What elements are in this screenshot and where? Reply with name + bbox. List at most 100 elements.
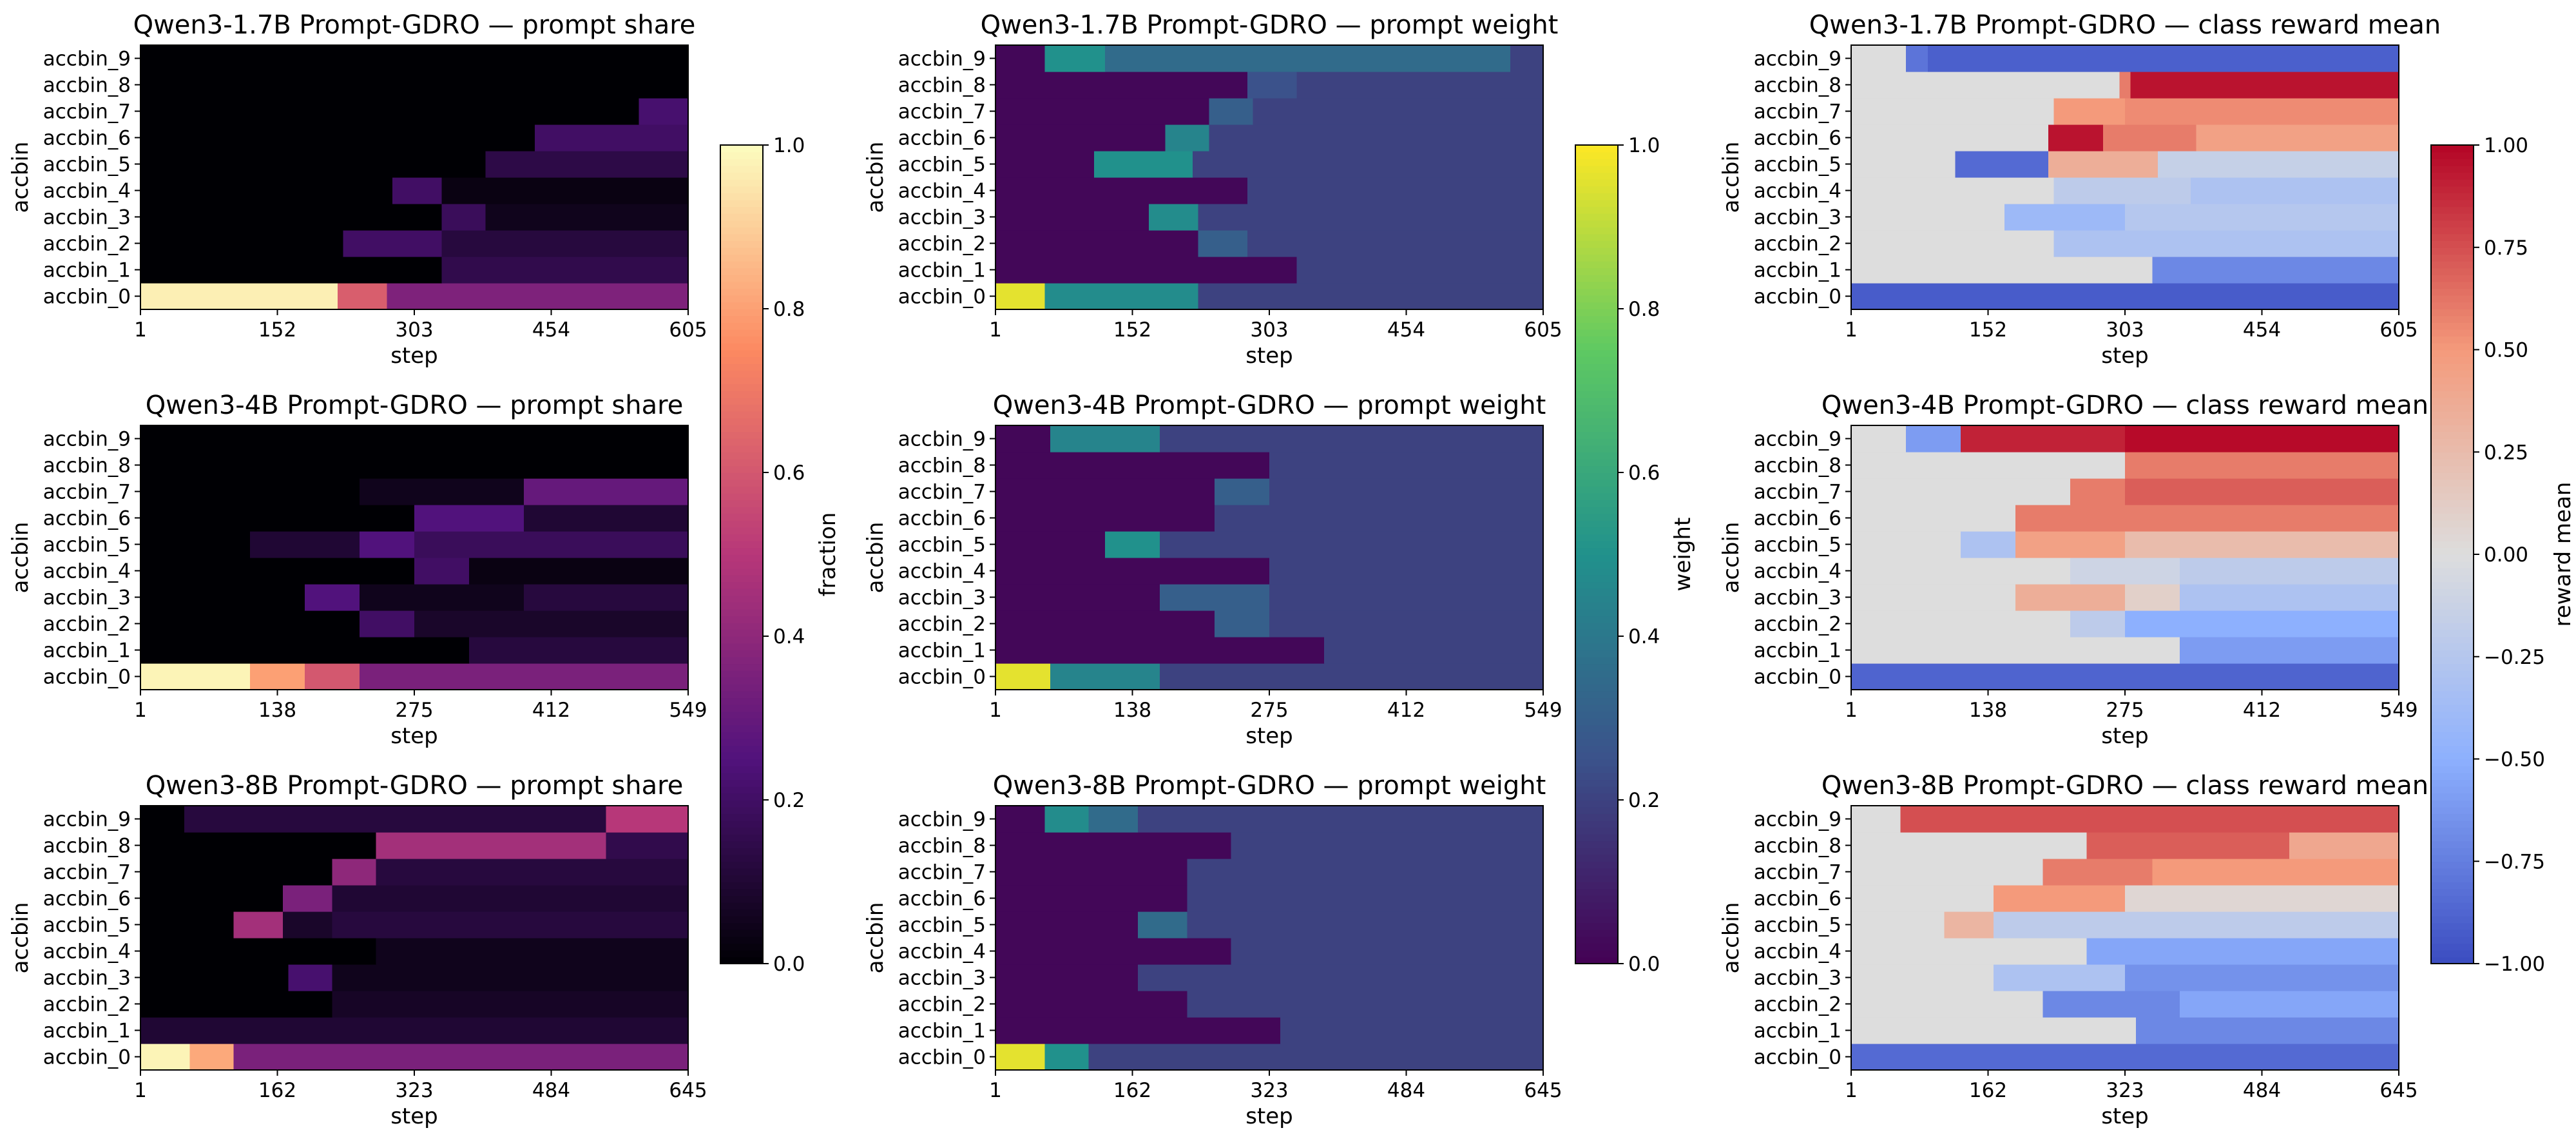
- colorbar-swatch: [2431, 561, 2474, 568]
- colorbar-swatch: [1575, 288, 1618, 296]
- colorbar-tick-label: 0.2: [1628, 789, 1660, 812]
- colorbar-swatch: [720, 690, 763, 699]
- heat-cell-accbin_6-1: [535, 124, 689, 151]
- heat-cell-accbin_0-0: [995, 1044, 1046, 1071]
- colorbar-swatch: [720, 275, 763, 282]
- y-tick-label: accbin_0: [898, 1046, 986, 1069]
- y-tick-label: accbin_3: [43, 967, 131, 990]
- heat-cell-accbin_6-1: [2015, 505, 2071, 532]
- colorbar-swatch: [2431, 745, 2474, 753]
- colorbar-swatch: [1575, 363, 1618, 371]
- heat-cell-accbin_1-0: [995, 1017, 1281, 1044]
- y-tick-label: accbin_5: [1754, 153, 1841, 177]
- colorbar-swatch: [2431, 404, 2474, 412]
- heat-cell-accbin_6-2: [332, 885, 689, 912]
- x-tick-label: 454: [532, 318, 570, 342]
- heat-cell-accbin_1-0: [1851, 637, 2180, 664]
- x-tick-label: 605: [669, 318, 707, 342]
- y-tick-label: accbin_8: [43, 454, 131, 478]
- colorbar-swatch: [720, 247, 763, 255]
- x-tick-label: 303: [1250, 318, 1288, 342]
- y-tick-label: accbin_7: [898, 101, 986, 124]
- colorbar-swatch: [720, 752, 763, 760]
- heat-cell-accbin_3-2: [2125, 584, 2180, 611]
- colorbar-swatch: [1575, 411, 1618, 419]
- colorbar-swatch: [2431, 684, 2474, 692]
- y-tick-label: accbin_8: [898, 74, 986, 97]
- colorbar-swatch: [2431, 391, 2474, 398]
- heat-cell-accbin_8-1: [2119, 72, 2131, 99]
- colorbar-swatch: [720, 513, 763, 521]
- colorbar-swatch: [1575, 616, 1618, 623]
- heat-cell-accbin_5-2: [283, 911, 333, 938]
- heat-cell-accbin_1-0: [140, 257, 443, 284]
- colorbar-swatch: [720, 868, 763, 876]
- colorbar-swatch: [720, 738, 763, 746]
- colorbar-swatch: [720, 949, 763, 958]
- colorbar-swatch: [2431, 513, 2474, 521]
- colorbar-swatch: [720, 424, 763, 432]
- heat-cell-accbin_7-2: [376, 859, 689, 886]
- heat-cell-accbin_6-0: [140, 885, 284, 912]
- heat-cell-accbin_0-2: [233, 1044, 689, 1071]
- colorbar-swatch: [1575, 165, 1618, 173]
- colorbar-swatch: [2431, 159, 2474, 166]
- y-tick-label: accbin_6: [898, 888, 986, 911]
- heat-cell-accbin_7-1: [1215, 478, 1270, 505]
- colorbar-swatch: [2431, 677, 2474, 685]
- y-tick-label: accbin_1: [898, 639, 986, 663]
- colorbar-swatch: [1575, 492, 1618, 501]
- colorbar-swatch: [2431, 418, 2474, 425]
- colorbar-swatch: [1575, 813, 1618, 821]
- colorbar-swatch: [2431, 568, 2474, 576]
- colorbar-swatch: [720, 349, 763, 357]
- colorbar-swatch: [720, 363, 763, 371]
- colorbar-swatch: [720, 411, 763, 419]
- colorbar-swatch: [1575, 895, 1618, 903]
- heat-cell-accbin_4-1: [2086, 938, 2399, 965]
- colorbar-swatch: [720, 608, 763, 617]
- y-tick-label: accbin_3: [43, 587, 131, 610]
- heat-cell-accbin_5-1: [1961, 531, 2016, 558]
- x-tick-label: 1: [1845, 318, 1858, 342]
- colorbar-swatch: [1575, 568, 1618, 576]
- heat-cell-accbin_7-2: [524, 478, 689, 505]
- heat-cell-accbin_5-1: [250, 531, 360, 558]
- colorbar-swatch: [2431, 779, 2474, 787]
- colorbar-swatch: [720, 370, 763, 378]
- heat-cell-accbin_1-0: [140, 637, 470, 664]
- colorbar-swatch: [2431, 643, 2474, 650]
- colorbar-tick-label: −0.25: [2484, 646, 2545, 669]
- heat-cell-accbin_2-0: [995, 230, 1199, 257]
- colorbar-swatch: [1575, 554, 1618, 562]
- colorbar-swatch: [2431, 854, 2474, 862]
- colorbar-swatch: [1575, 534, 1618, 541]
- heat-cell-accbin_9-3: [2125, 425, 2399, 452]
- x-axis-label: step: [2101, 1103, 2149, 1129]
- heat-cell-accbin_1-1: [1324, 637, 1544, 664]
- heat-cell-accbin_4-0: [140, 177, 393, 204]
- colorbar-swatch: [720, 636, 763, 644]
- colorbar-swatch: [720, 376, 763, 385]
- heat-cell-accbin_3-0: [140, 204, 443, 231]
- heat-cell-accbin_5-3: [2125, 531, 2399, 558]
- colorbar-swatch: [1575, 949, 1618, 958]
- heat-cell-accbin_8-0: [140, 832, 377, 859]
- colorbar-swatch: [720, 861, 763, 869]
- x-axis-label: step: [390, 343, 438, 369]
- colorbar-swatch: [720, 833, 763, 842]
- colorbar-tick-label: 0.75: [2484, 237, 2528, 260]
- colorbar-swatch: [2431, 752, 2474, 760]
- colorbar-swatch: [1575, 349, 1618, 357]
- heat-cell-accbin_6-0: [995, 124, 1166, 151]
- colorbar-swatch: [720, 186, 763, 193]
- heat-cell-accbin_8-0: [995, 832, 1232, 859]
- heat-cell-accbin_5-0: [995, 151, 1095, 178]
- colorbar-swatch: [720, 309, 763, 316]
- colorbar-swatch: [2431, 220, 2474, 228]
- colorbar-swatch: [720, 806, 763, 814]
- x-tick-label: 1: [134, 318, 147, 342]
- colorbar-swatch: [720, 458, 763, 467]
- heat-cell-accbin_2-0: [140, 991, 333, 1018]
- heat-cell-accbin_3-3: [2180, 584, 2399, 611]
